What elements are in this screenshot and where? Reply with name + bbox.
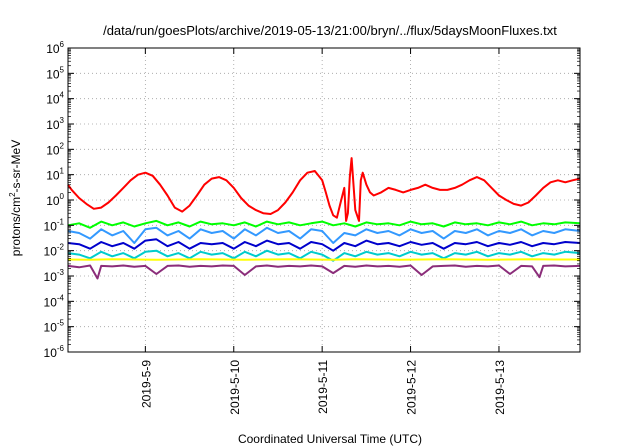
x-tick-label: 2019-5-10 (228, 360, 242, 415)
y-tick-label-exponent: 0 (60, 192, 65, 201)
y-axis-label-superscript: 2 (8, 192, 17, 197)
y-tick-label-exponent: -4 (57, 293, 65, 302)
y-tick-label-base: 10 (44, 295, 58, 309)
y-tick-label-base: 10 (46, 93, 60, 107)
y-tick-label: 10-2 (44, 243, 65, 259)
y-tick-label-exponent: 2 (60, 141, 65, 150)
y-tick-label: 10-5 (44, 319, 65, 335)
y-tick-label: 106 (46, 40, 64, 56)
y-tick-label: 100 (46, 192, 64, 208)
y-tick-label-exponent: 5 (60, 65, 65, 74)
y-tick-label: 102 (46, 141, 64, 157)
series-line-4 (67, 238, 581, 252)
y-tick-label: 103 (46, 116, 64, 132)
y-tick-label-exponent: 3 (60, 116, 65, 125)
y-tick-label: 10-3 (44, 268, 65, 284)
y-tick-label-base: 10 (46, 118, 60, 132)
y-tick-label: 105 (46, 65, 64, 81)
chart-title: /data/run/goesPlots/archive/2019-05-13/2… (103, 23, 557, 38)
grid-lines (68, 48, 580, 352)
y-tick-label-base: 10 (46, 194, 60, 208)
series-line-2 (67, 219, 581, 229)
y-tick-label-exponent: -1 (57, 217, 65, 226)
x-axis-label: Coordinated Universal Time (UTC) (238, 432, 422, 446)
x-tick-label: 2019-5-13 (493, 360, 507, 415)
series-line-1 (67, 157, 581, 222)
y-tick-label: 104 (46, 91, 64, 107)
x-tick-label: 2019-5-12 (405, 360, 419, 415)
y-tick-label-base: 10 (44, 321, 58, 335)
y-tick-label: 10-6 (44, 344, 65, 360)
y-tick-label-exponent: -6 (57, 344, 65, 353)
y-axis-label: protons/cm2-s-sr-MeV (8, 140, 23, 256)
y-tick-label-exponent: 1 (60, 167, 65, 176)
y-tick-label: 10-1 (44, 217, 65, 233)
y-tick-label-base: 10 (44, 219, 58, 233)
y-axis-label-base: protons/cm (9, 197, 23, 256)
series-line-3 (67, 226, 581, 244)
y-tick-label-base: 10 (46, 169, 60, 183)
y-tick-label-exponent: 6 (60, 40, 65, 49)
y-tick-label: 101 (46, 167, 64, 183)
y-tick-label-exponent: 4 (60, 91, 65, 100)
y-tick-label-base: 10 (46, 143, 60, 157)
series-line-7 (67, 264, 581, 280)
y-tick-label: 10-4 (44, 293, 65, 309)
x-tick-label: 2019-5-9 (139, 360, 153, 408)
series-line-6 (67, 258, 580, 261)
axis-ticks (68, 47, 580, 353)
y-tick-label-base: 10 (44, 245, 58, 259)
y-tick-label-base: 10 (46, 67, 60, 81)
series-line-5 (67, 249, 581, 262)
x-tick-label: 2019-5-11 (316, 360, 330, 414)
series-layer (67, 157, 581, 280)
y-tick-label-exponent: -3 (57, 268, 65, 277)
y-tick-label-exponent: -2 (57, 243, 65, 252)
y-axis-label-rest: -s-sr-MeV (9, 140, 23, 193)
y-tick-label-base: 10 (46, 42, 60, 56)
axis-tick-labels: 10-610-510-410-310-210-11001011021031041… (44, 40, 507, 415)
y-tick-label-base: 10 (44, 270, 58, 284)
y-tick-label-exponent: -5 (57, 319, 65, 328)
y-tick-label-base: 10 (44, 346, 58, 360)
